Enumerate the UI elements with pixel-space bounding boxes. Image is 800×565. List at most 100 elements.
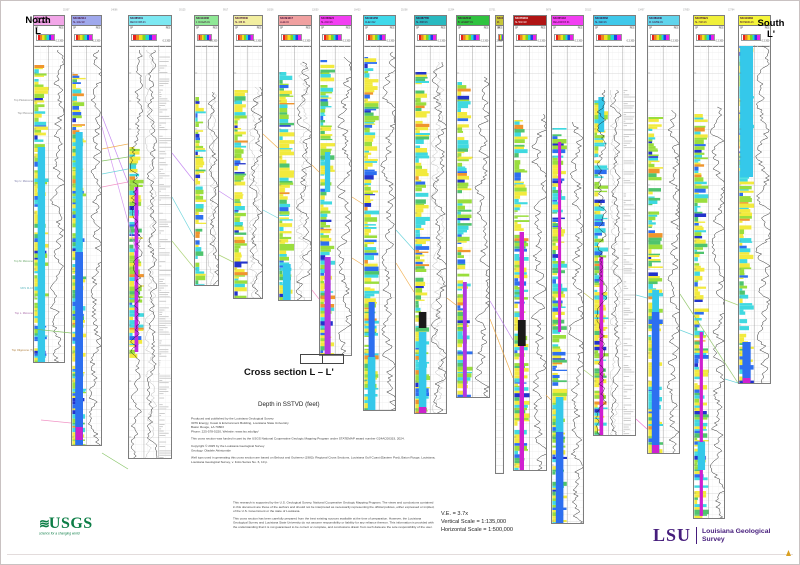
horizontal-scale: Horizontal Scale = 1:500,000 bbox=[441, 527, 513, 534]
res-range-label: 0.2 200 bbox=[92, 39, 100, 42]
log-plot bbox=[72, 45, 101, 445]
well-header-text: SN 894317 LL&E #4 bbox=[279, 16, 311, 24]
sp-column-label: SP bbox=[497, 26, 501, 29]
well-log-track: SN 865118 DELACROIX #1 SP RES 0.2 200 bbox=[551, 15, 584, 524]
well-name-label: SL 1042 #2 bbox=[73, 20, 85, 24]
log-plot bbox=[648, 45, 679, 453]
horizon-label-text: Top M. Miocene bbox=[13, 260, 33, 263]
res-range-label: 0.2 200 bbox=[626, 39, 634, 42]
distance-label: 21907 bbox=[63, 8, 70, 11]
well-header: SN 8830#1 bbox=[496, 16, 503, 26]
well-header-text: SN 901256 CL&F #12 bbox=[364, 16, 395, 24]
lithology-colorbar bbox=[281, 34, 302, 41]
lithology-colorbar bbox=[554, 34, 574, 41]
res-column-label: RES bbox=[440, 26, 445, 29]
sp-column-label: SP bbox=[740, 26, 744, 29]
lithology-colorbar bbox=[650, 34, 670, 41]
res-range-label: 0.2 200 bbox=[761, 39, 769, 42]
well-log-track: SN 876530 SL 338 #1 SP RES 0.2 200 bbox=[233, 15, 263, 299]
log-body bbox=[514, 45, 546, 470]
log-plot bbox=[594, 45, 635, 435]
log-plot bbox=[195, 45, 218, 285]
well-log-track: SN 910284 BOHEMIA #1 SP RES 0.2 200 bbox=[738, 15, 771, 384]
well-name-label: BOHEMIA #1 bbox=[740, 20, 754, 24]
well-log-track: SN 889430 M. FAVRE #1 SP RES 0.2 200 bbox=[647, 15, 680, 454]
lithology-colorbar bbox=[322, 34, 342, 41]
usgs-logo: ≋ USGS science for a changing world bbox=[39, 515, 120, 539]
horizon-label: MFS M-10 bbox=[3, 287, 33, 293]
well-serial-label: SN 912043 bbox=[458, 16, 471, 20]
log-body bbox=[34, 45, 64, 362]
well-log-track: SN 885201 DELTA FMS #1 SP RES 0.2 200 bbox=[128, 15, 172, 459]
log-plot bbox=[739, 45, 770, 383]
lsu-logo: LSU Louisiana Geological Survey bbox=[653, 525, 770, 546]
res-column-label: RES bbox=[497, 26, 502, 29]
well-log-track: SN 902114 SL 1042 #2 SP RES 0.2 200 bbox=[71, 15, 102, 446]
credits-geology: Geology: Oladele Akintomide bbox=[191, 448, 231, 453]
north-direction: North bbox=[25, 15, 51, 26]
lithology-colorbar bbox=[197, 34, 213, 41]
res-range-label: 0.2 200 bbox=[55, 39, 63, 42]
scale-bar bbox=[300, 354, 344, 364]
vertical-exaggeration: V.E. = 3.7x bbox=[441, 511, 469, 517]
well-serial-label: SN 913406 bbox=[196, 16, 209, 20]
sp-column-label: SP bbox=[595, 26, 599, 29]
log-body bbox=[72, 45, 101, 445]
well-serial-label: SN 879204 bbox=[515, 16, 528, 20]
well-name-label: SL 5013 #2 bbox=[515, 20, 527, 24]
well-header-text: SN 8830#1 bbox=[496, 16, 503, 24]
well-serial-label: SN 971042 bbox=[35, 16, 48, 20]
corner-mark bbox=[786, 550, 791, 556]
distance-label: 13407 bbox=[638, 8, 645, 11]
log-body bbox=[648, 45, 679, 453]
credits-source: Well tops used in generating this cross … bbox=[191, 456, 436, 464]
well-header-text: SN 889430 M. FAVRE #1 bbox=[648, 16, 679, 24]
well-log-track: SN 868924 SL 2210 #1 SP RES 0.2 200 bbox=[319, 15, 352, 356]
res-column-label: RES bbox=[165, 26, 170, 29]
sp-column-label: SP bbox=[458, 26, 462, 29]
lithology-colorbar bbox=[516, 34, 537, 41]
well-log-track: SN 879204 SL 5013 #2 SP RES 0.2 200 bbox=[513, 15, 547, 471]
log-body bbox=[129, 45, 171, 458]
horizon-label: Top L. Miocene bbox=[3, 312, 33, 318]
credits-address-3: Baton Rouge, LA 70803 bbox=[191, 425, 224, 430]
well-serial-label: SN 910284 bbox=[740, 16, 753, 20]
usgs-tagline: science for a changing world bbox=[39, 532, 80, 536]
sp-column-label: SP bbox=[321, 26, 325, 29]
well-name-label: SL 7246 #1 bbox=[695, 20, 707, 24]
sp-column-label: SP bbox=[235, 26, 239, 29]
lithology-colorbar bbox=[696, 34, 716, 41]
well-header-text: SN 876921 SL 7246 #1 bbox=[694, 16, 724, 24]
sp-column-label: SP bbox=[416, 26, 420, 29]
horizon-label: Top M. Miocene bbox=[3, 260, 33, 266]
res-range-label: 0.2 200 bbox=[537, 39, 545, 42]
lsu-logo-divider bbox=[696, 527, 698, 544]
well-log-track: SN 903562 SL 1920 #1 SP RES 0.2 200 bbox=[593, 15, 636, 436]
south-endpoint-label: South L' bbox=[747, 18, 795, 40]
distance-label: 9917 bbox=[223, 8, 229, 11]
lithology-colorbar bbox=[131, 34, 158, 41]
well-serial-label: SN 903562 bbox=[595, 16, 608, 20]
well-header-text: SN 876530 SL 338 #1 bbox=[234, 16, 262, 24]
well-header: SN 894317 LL&E #4 bbox=[279, 16, 311, 26]
lithology-colorbar bbox=[741, 34, 761, 41]
well-name-label: M. FAVRE #1 bbox=[649, 20, 663, 24]
well-serial-label: SN 8830 bbox=[497, 16, 503, 20]
horizon-label-text: Top Oligocene (?) bbox=[11, 349, 33, 352]
well-header: SN 876921 SL 7246 #1 bbox=[694, 16, 724, 26]
well-header: SN 887765 SL 4508 #1 bbox=[415, 16, 446, 26]
well-header-text: SN 910284 BOHEMIA #1 bbox=[739, 16, 770, 24]
log-body bbox=[496, 45, 503, 473]
distance-label: 12764 bbox=[728, 8, 735, 11]
log-plot bbox=[129, 45, 171, 458]
log-body bbox=[457, 45, 489, 397]
credits-address-4: Phone: 225-578-5320, Website: www.lsu.ed… bbox=[191, 429, 259, 434]
res-range-label: 0.2 200 bbox=[162, 39, 170, 42]
